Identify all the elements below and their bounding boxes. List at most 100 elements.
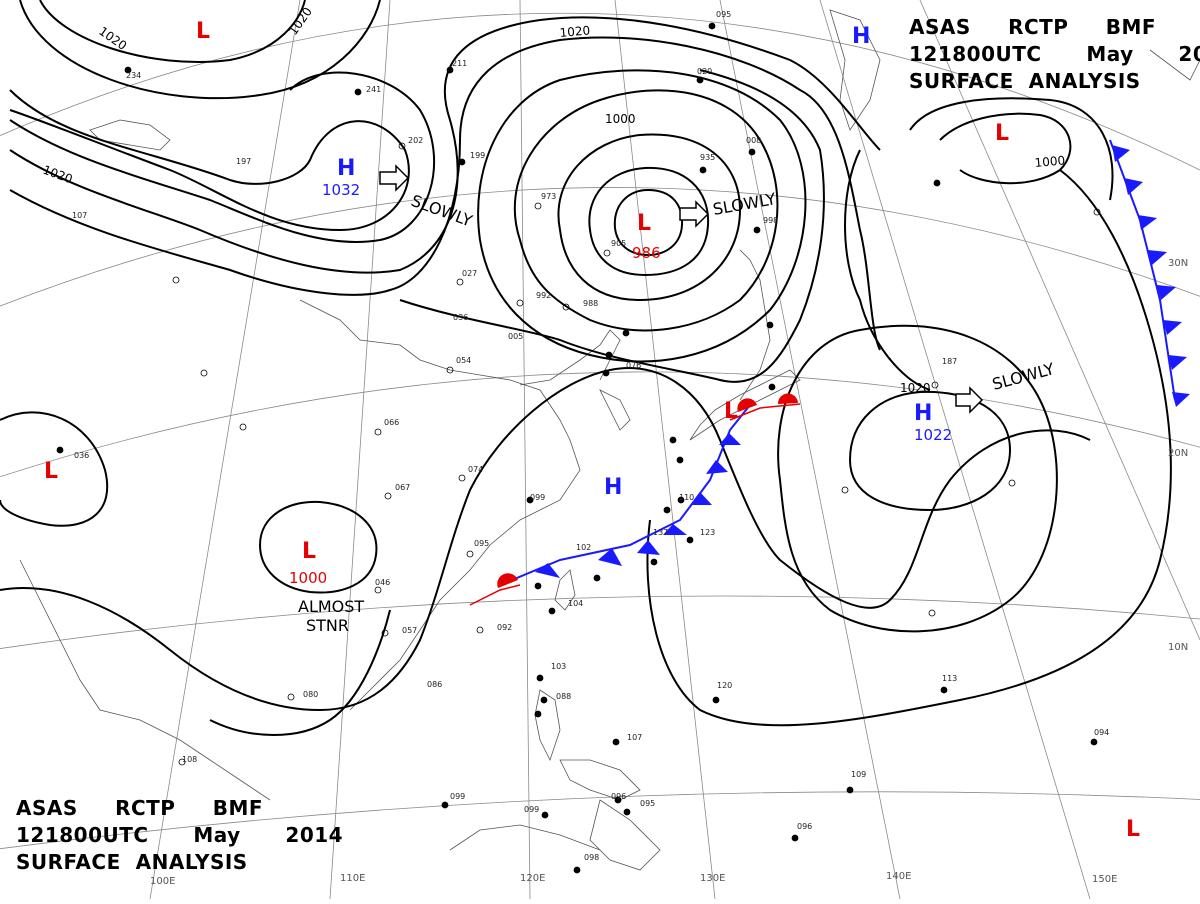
station-value: 998 [763, 216, 778, 225]
station-markers [56, 22, 1101, 874]
isobar-label: 1000 [1034, 153, 1066, 170]
isobar [588, 166, 710, 277]
station-value: 104 [568, 599, 583, 608]
latitude-label: 10N [1168, 642, 1188, 653]
station-value: 036 [74, 451, 89, 460]
cold-front-triangle [1168, 355, 1187, 370]
movement-label: SLOWLY [711, 189, 777, 219]
high-center-symbol: H [337, 156, 355, 181]
high-center-symbol: H [852, 24, 870, 49]
isobar [9, 16, 881, 274]
low-center-symbol: L [196, 19, 210, 44]
station-values: 036 197 107 234 211 241 202 199 095 020 … [72, 10, 1109, 862]
station-value: 005 [508, 332, 523, 341]
isobar [19, 0, 381, 100]
graticule-labels: 100E 110E 120E 130E 140E 150E 30N 20N 10… [150, 258, 1188, 887]
cold-front-triangle [706, 460, 728, 474]
cold-front-triangle [1112, 145, 1130, 162]
isobar [39, 0, 306, 63]
station-value: 036 [453, 313, 468, 322]
isobar [399, 69, 825, 383]
movement-arrow [955, 386, 984, 414]
header-line-3: SURFACE ANALYSIS [16, 850, 248, 874]
station-value: 094 [1094, 728, 1109, 737]
movement-texts: SLOWLY SLOWLY SLOWLY ALMOST STNR [298, 189, 1057, 635]
cold-front-triangle [1157, 285, 1176, 300]
cold-front-triangle [719, 433, 741, 445]
station-value: 074 [468, 465, 483, 474]
isobar [777, 324, 1058, 633]
high-center-symbol: H [604, 475, 622, 500]
station-value: 099 [524, 805, 539, 814]
isobar-label: 1020 [900, 381, 931, 395]
isobar [844, 149, 931, 391]
movement-label: SLOWLY [990, 359, 1056, 394]
isobar [0, 367, 1091, 712]
station-value: 099 [450, 792, 465, 801]
stationary-note: STNR [306, 616, 349, 635]
station-value: 098 [584, 853, 599, 862]
station-value: 008 [746, 136, 761, 145]
station-value: 020 [697, 67, 712, 76]
station-value: 080 [303, 690, 318, 699]
map-header-top-right: ASAS RCTP BMF 121800UTC May 2014 SURFACE… [909, 14, 1200, 95]
longitude-label: 110E [340, 873, 365, 884]
isobar [646, 169, 1172, 727]
cold-front-triangle [1163, 320, 1182, 335]
isobar [0, 411, 109, 527]
station-value: 103 [551, 662, 566, 671]
low-center-symbol: L [637, 211, 651, 236]
isobar [209, 609, 391, 736]
latitude-label: 20N [1168, 448, 1188, 459]
station-value: 241 [366, 85, 381, 94]
station-value: 123 [700, 528, 715, 537]
isobar [9, 36, 881, 351]
station-value: 202 [408, 136, 423, 145]
warm-front-semicircle [497, 573, 518, 588]
warm-front [469, 393, 801, 606]
coastlines [19, 9, 1200, 871]
station-value: 096 [797, 822, 812, 831]
station-value: 027 [462, 269, 477, 278]
longitude-label: 150E [1092, 874, 1117, 885]
stationary-note: ALMOST [298, 597, 364, 616]
low-center-value: 986 [632, 244, 661, 262]
cold-front-triangle [535, 563, 560, 578]
isobar [477, 69, 807, 363]
station-value: 197 [236, 157, 251, 166]
isobar [513, 89, 779, 332]
isobars [0, 0, 1172, 736]
map-header-bottom-left: ASAS RCTP BMF 121800UTC May 2014 SURFACE… [16, 795, 343, 876]
station-value: 137 [653, 528, 668, 537]
header-line-2: 121800UTC May 2014 [909, 42, 1200, 66]
latitude-label: 30N [1168, 258, 1188, 269]
header-line-1: ASAS RCTP BMF [909, 15, 1157, 39]
isobar [613, 188, 684, 257]
station-value: 088 [556, 692, 571, 701]
warm-front-semicircle [737, 398, 757, 412]
cold-front-triangle [690, 492, 712, 505]
movement-arrows [379, 164, 984, 414]
station-value: 905 [611, 239, 626, 248]
station-value: 057 [402, 626, 417, 635]
station-value: 992 [536, 291, 551, 300]
cold-front-triangle [1124, 178, 1143, 195]
station-value: 187 [942, 357, 957, 366]
station-value: 120 [717, 681, 732, 690]
station-value: 973 [541, 192, 556, 201]
isobar-label: 1020 [286, 5, 315, 38]
station-value: 046 [375, 578, 390, 587]
station-value: 988 [583, 299, 598, 308]
low-center-symbol: L [995, 121, 1009, 146]
isobar [848, 390, 1012, 512]
latitude-lines [0, 12, 1200, 850]
isobar-label: 1020 [41, 163, 74, 187]
station-value: 099 [530, 493, 545, 502]
isobar [258, 500, 378, 594]
station-value: 067 [395, 483, 410, 492]
isobar-label: 1000 [605, 112, 636, 126]
header-line-2: 121800UTC May 2014 [16, 823, 344, 847]
longitude-label: 130E [700, 873, 725, 884]
low-center-value: 1000 [289, 569, 327, 587]
